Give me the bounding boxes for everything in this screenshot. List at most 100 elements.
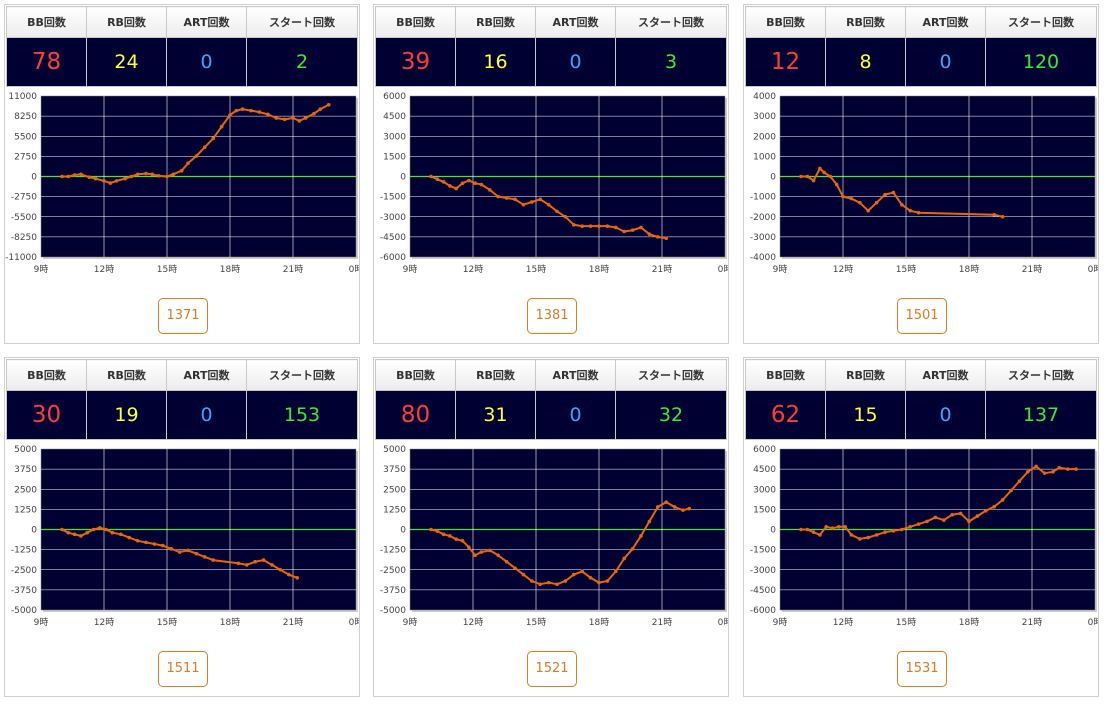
start-count: 153 (246, 390, 358, 440)
data-point (916, 522, 921, 526)
x-tick-label: 0時 (718, 264, 728, 275)
data-point (467, 545, 471, 550)
start-header: スタート回数 (246, 359, 358, 391)
machine-number-button[interactable]: 1371 (158, 298, 208, 334)
data-point (824, 525, 828, 529)
data-point (874, 200, 879, 205)
data-point (186, 548, 190, 553)
y-tick-label: -6000 (380, 253, 406, 263)
data-point (429, 527, 433, 532)
data-point (278, 567, 283, 572)
x-tick-label: 12時 (94, 617, 114, 628)
data-point (858, 200, 862, 205)
data-point (135, 538, 140, 543)
y-tick-label: -8250 (11, 233, 37, 243)
y-tick-label: 0 (770, 173, 776, 183)
machine-number-button[interactable]: 1531 (897, 651, 947, 687)
data-point (291, 116, 295, 120)
x-tick-label: 18時 (959, 264, 979, 275)
data-point (580, 569, 584, 574)
y-tick-label: 4000 (753, 92, 776, 102)
data-point (72, 532, 77, 537)
data-point (538, 197, 542, 202)
start-header: スタート回数 (615, 6, 727, 38)
y-tick-label: 8250 (14, 112, 37, 122)
data-point (555, 209, 559, 214)
x-tick-label: 15時 (526, 617, 546, 628)
data-point (1057, 465, 1062, 470)
stats-table: BB回数 RB回数 ART回数 スタート回数 39 16 0 3 (375, 6, 727, 87)
data-point (1051, 470, 1055, 474)
data-point (843, 525, 847, 529)
data-point (925, 519, 929, 524)
y-tick-label: 6000 (383, 92, 406, 102)
data-point (150, 172, 155, 177)
data-point (622, 556, 626, 561)
data-point (104, 527, 108, 532)
data-point (521, 202, 526, 207)
data-point (496, 194, 500, 199)
data-point (900, 527, 904, 532)
machine-number-button[interactable]: 1501 (897, 298, 947, 334)
data-point (818, 533, 822, 537)
data-point (1042, 471, 1047, 475)
start-header: スタート回数 (985, 359, 1097, 391)
start-count: 32 (615, 390, 727, 440)
y-tick-label: 1500 (383, 152, 406, 162)
data-point (849, 196, 854, 201)
stats-table: BB回数 RB回数 ART回数 スタート回数 30 19 0 153 (6, 359, 358, 440)
data-point (297, 119, 302, 123)
data-point (234, 108, 239, 113)
y-tick-label: 1000 (753, 152, 776, 162)
data-point (1000, 498, 1005, 502)
art-count: 0 (535, 390, 616, 440)
machine-number-button[interactable]: 1521 (527, 651, 577, 687)
data-point (123, 176, 127, 181)
data-point (908, 208, 912, 213)
data-point (681, 508, 685, 512)
y-tick-label: 0 (770, 526, 776, 536)
data-point (108, 181, 113, 185)
data-point (597, 580, 601, 585)
data-point (1017, 479, 1022, 483)
y-tick-label: -3000 (750, 566, 776, 576)
data-point (563, 579, 568, 583)
y-tick-label: 1250 (383, 505, 406, 515)
data-point (87, 175, 92, 180)
data-point (664, 500, 668, 504)
rb-header: RB回数 (86, 6, 167, 38)
machine-number-button[interactable]: 1511 (158, 651, 208, 687)
y-tick-label: 3000 (753, 485, 776, 495)
data-point (950, 512, 954, 517)
bb-count: 39 (375, 37, 456, 87)
data-point (60, 174, 64, 179)
rb-count: 19 (86, 390, 167, 440)
y-tick-label: -1250 (380, 546, 406, 556)
rb-count: 31 (455, 390, 536, 440)
data-point (984, 508, 988, 513)
data-point (1009, 488, 1013, 493)
data-point (228, 113, 232, 117)
y-tick-label: 2500 (383, 485, 406, 495)
bb-header: BB回数 (375, 6, 456, 38)
y-tick-label: -3000 (380, 213, 406, 223)
data-point (563, 214, 568, 219)
slump-graph: 11000 8250 5500 2750 0 -2750 -5500 -8250 -110009… (5, 92, 359, 275)
data-point (203, 555, 207, 559)
bb-header: BB回数 (6, 359, 87, 391)
rb-header: RB回数 (86, 359, 167, 391)
rb-count: 8 (825, 37, 906, 87)
data-point (811, 178, 816, 183)
data-point (135, 172, 140, 177)
x-tick-label: 9時 (403, 264, 418, 275)
stats-table: BB回数 RB回数 ART回数 スタート回数 80 31 0 32 (375, 359, 727, 440)
data-point (119, 532, 123, 537)
data-point (177, 550, 182, 554)
rb-header: RB回数 (825, 6, 906, 38)
machine-number-button[interactable]: 1381 (527, 298, 577, 334)
data-point (460, 181, 465, 186)
data-point (448, 184, 452, 188)
x-tick-label: 21時 (283, 264, 303, 275)
data-point (473, 553, 477, 558)
data-point (460, 538, 465, 543)
